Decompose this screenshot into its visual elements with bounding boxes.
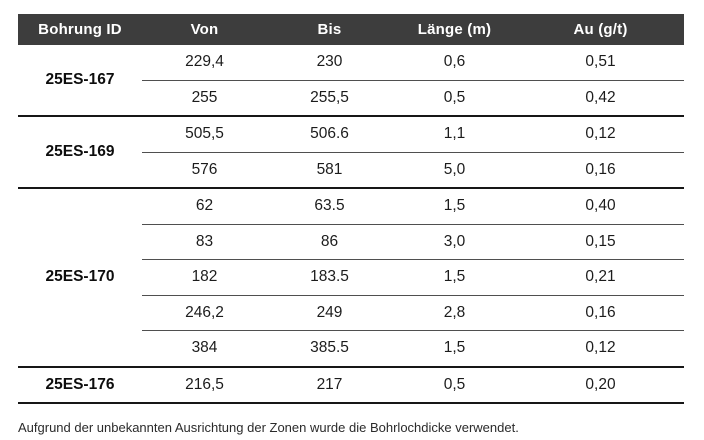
drill-results-table: Bohrung ID Von Bis Länge (m) Au (g/t) 25… [18,14,684,404]
value-cell: 506.6 [267,115,392,152]
value-cell: 0,51 [585,53,616,71]
value-cell: 217 [267,365,392,404]
column-header-von: Von [142,14,267,45]
table-body: 25ES-167 229,4 230 0,6 0,51 255 255,5 0,5 0,42 25… [18,45,684,404]
value-cell: 230 [316,53,343,71]
value-cell: 5,0 [392,151,517,188]
value-cell: 0,12 [517,115,684,152]
value-cell: 2,8 [392,294,517,331]
value-cell: 182 [142,259,267,295]
table-row: 182 183.5 1,5 0,21 [18,259,684,295]
value-cell: 0,42 [517,79,684,116]
value-cell: 1,1 [392,115,517,152]
value-cell: 3,0 [392,223,517,260]
value-cell: 1,5 [392,187,517,224]
value-cell: 229,4 [185,53,224,71]
value-cell: 576 [142,151,267,188]
table-row: 83 86 3,0 0,15 [18,223,684,260]
header-row: Bohrung ID Von Bis Länge (m) Au (g/t) [18,14,684,45]
value-cell: 0,16 [517,294,684,331]
value-cell: 505,5 [142,115,267,152]
value-cell: 385.5 [267,330,392,367]
table-row: 384 385.5 1,5 0,12 [18,330,684,367]
drillhole-id-cell: 25ES-176 [18,365,142,404]
footnote-text: Aufgrund der unbekannten Ausrichtung der… [18,420,519,435]
value-cell: 0,21 [517,259,684,295]
value-cell: 86 [267,223,392,260]
table-row: 576 581 5,0 0,16 [18,151,684,188]
column-header-laenge: Länge (m) [392,14,517,45]
table-row: 246,2 249 2,8 0,16 [18,294,684,331]
value-cell: 0,15 [517,223,684,260]
table-row: 255 255,5 0,5 0,42 [18,79,684,116]
value-cell: 249 [267,294,392,331]
value-cell: 255,5 [267,79,392,116]
value-cell: 0,5 [392,365,517,404]
table-row: 25ES-170 62 63.5 1,5 0,40 [18,187,684,367]
value-cell: 0,40 [517,187,684,224]
value-cell: 216,5 [142,365,267,404]
value-cell: 255 [142,79,267,116]
value-cell: 83 [142,223,267,260]
value-cell: 0,5 [392,79,517,116]
value-cell: 183.5 [267,259,392,295]
table-header: Bohrung ID Von Bis Länge (m) Au (g/t) [18,14,684,45]
value-cell: 384 [142,330,267,367]
drill-results-page: Bohrung ID Von Bis Länge (m) Au (g/t) 25… [0,14,704,440]
value-cell: 581 [267,151,392,188]
value-cell: 63.5 [267,187,392,224]
value-cell: 1,5 [392,259,517,295]
table-row: 25ES-167 229,4 230 0,6 0,51 [18,45,684,88]
column-header-bohrung-id: Bohrung ID [18,14,142,45]
drillhole-id-cell: 25ES-169 [18,115,142,188]
table-row: 25ES-176 216,5 217 0,5 0,20 [18,365,684,404]
value-cell: 246,2 [142,294,267,331]
value-cell: 0,12 [517,330,684,367]
drillhole-id-cell: 25ES-170 [18,187,142,367]
value-cell: 62 [142,187,267,224]
value-cell: 0,16 [517,151,684,188]
drillhole-id-cell: 25ES-167 [45,71,115,88]
column-header-bis: Bis [267,14,392,45]
table-row: 25ES-169 505,5 506.6 1,1 0,12 [18,115,684,188]
column-header-au: Au (g/t) [517,14,684,45]
value-cell: 0,20 [517,365,684,404]
value-cell: 0,6 [443,53,466,71]
value-cell: 1,5 [392,330,517,367]
